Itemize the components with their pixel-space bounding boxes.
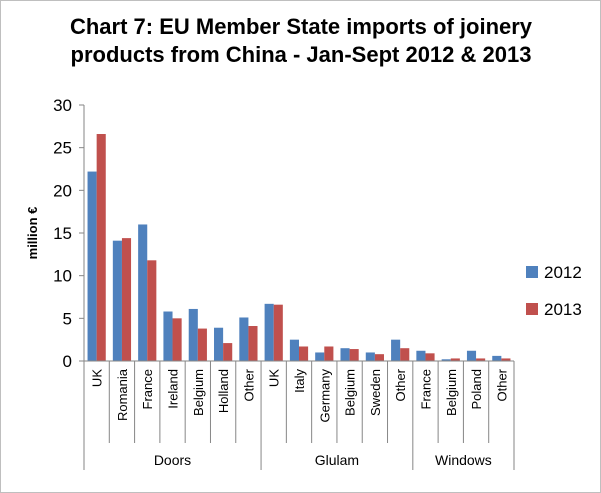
bar-2013 bbox=[147, 260, 157, 361]
bar-2012 bbox=[340, 348, 350, 361]
legend-label: 2013 bbox=[544, 300, 582, 319]
y-tick-label: 20 bbox=[53, 181, 72, 200]
bar-2012 bbox=[315, 352, 325, 361]
y-tick-label: 15 bbox=[53, 224, 72, 243]
bar-2013 bbox=[374, 354, 384, 361]
bar-2012 bbox=[188, 308, 198, 361]
x-group-label: Windows bbox=[435, 452, 492, 468]
x-category-label: Romania bbox=[115, 368, 130, 421]
bar-2012 bbox=[441, 359, 451, 361]
x-category-label: UK bbox=[90, 369, 105, 387]
bar-2012 bbox=[416, 350, 426, 361]
x-category-label: UK bbox=[267, 369, 282, 387]
x-category-label: Holland bbox=[216, 369, 231, 413]
bar-2012 bbox=[264, 303, 274, 361]
bar-2012 bbox=[163, 311, 173, 361]
chart-title: Chart 7: EU Member State imports of join… bbox=[11, 13, 591, 69]
x-category-label: France bbox=[419, 369, 434, 409]
y-tick-label: 30 bbox=[53, 96, 72, 115]
bar-2013 bbox=[273, 304, 283, 361]
bar-2013 bbox=[197, 328, 207, 361]
legend-label: 2012 bbox=[544, 263, 582, 282]
y-tick-label: 10 bbox=[53, 267, 72, 286]
bar-2012 bbox=[112, 240, 122, 361]
x-group-label: Doors bbox=[154, 452, 191, 468]
bar-2012 bbox=[289, 339, 299, 361]
bar-2013 bbox=[400, 348, 410, 361]
x-category-label: Sweden bbox=[368, 369, 383, 416]
x-group-label: Glulam bbox=[315, 452, 359, 468]
bar-2012 bbox=[391, 339, 401, 361]
x-category-label: Poland bbox=[469, 369, 484, 409]
bar-2013 bbox=[172, 318, 182, 361]
bar-2013 bbox=[96, 134, 106, 361]
bar-2012 bbox=[87, 171, 97, 361]
x-category-label: Ireland bbox=[166, 369, 181, 409]
x-category-label: Italy bbox=[292, 369, 307, 393]
bar-2013 bbox=[349, 349, 359, 361]
legend-swatch-2012 bbox=[526, 266, 538, 278]
bar-2013 bbox=[223, 343, 233, 361]
bar-2013 bbox=[121, 238, 132, 361]
x-category-label: Other bbox=[494, 368, 509, 401]
bar-2013 bbox=[248, 326, 258, 361]
x-category-label: Other bbox=[241, 368, 256, 401]
y-axis-title: million € bbox=[25, 207, 40, 260]
bar-2013 bbox=[450, 358, 460, 361]
bar-2012 bbox=[492, 355, 502, 361]
bar-2012 bbox=[365, 352, 375, 361]
bar-2012 bbox=[138, 224, 148, 361]
x-category-label: Belgium bbox=[343, 369, 358, 416]
bar-2012 bbox=[466, 350, 477, 361]
legend-swatch-2013 bbox=[526, 303, 538, 315]
y-tick-label: 5 bbox=[63, 309, 72, 328]
x-category-label: Belgium bbox=[444, 369, 459, 416]
bar-2013 bbox=[324, 346, 334, 361]
bar-2013 bbox=[425, 353, 435, 361]
bar-2012 bbox=[239, 317, 249, 361]
bar-2012 bbox=[214, 327, 224, 361]
chart-title-line-2: products from China - Jan-Sept 2012 & 20… bbox=[70, 42, 532, 67]
x-category-label: Germany bbox=[317, 369, 332, 423]
chart-title-line-1: Chart 7: EU Member State imports of join… bbox=[69, 14, 533, 39]
bar-2013 bbox=[299, 346, 309, 361]
bar-2013 bbox=[476, 358, 486, 361]
x-category-label: Belgium bbox=[191, 369, 206, 416]
x-category-label: Other bbox=[393, 368, 408, 401]
y-tick-label: 25 bbox=[53, 139, 72, 158]
y-tick-label: 0 bbox=[63, 352, 72, 371]
bar-2013 bbox=[501, 358, 511, 361]
x-category-label: France bbox=[140, 369, 155, 409]
